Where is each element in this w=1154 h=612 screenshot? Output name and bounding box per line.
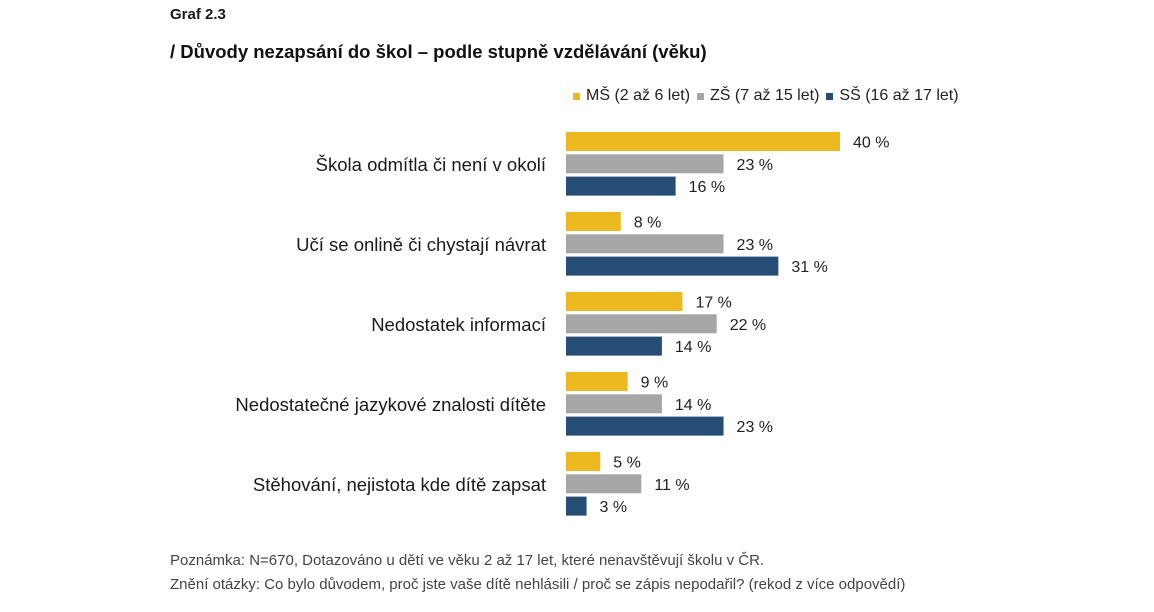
legend-label-zs: ZŠ (7 až 15 let) [710, 87, 820, 104]
category-label: Nedostatek informací [371, 314, 547, 335]
bar [566, 336, 662, 356]
bar [566, 234, 724, 254]
category-label: Nedostatečné jazykové znalosti dítěte [235, 394, 546, 415]
data-label: 3 % [600, 499, 628, 516]
data-label: 23 % [737, 419, 773, 436]
data-label: 40 % [853, 135, 889, 152]
legend-swatch-ms [573, 92, 580, 100]
bar [566, 292, 683, 311]
legend: MŠ (2 až 6 let) ZŠ (7 až 15 let) SŠ (16 … [573, 87, 959, 105]
note-sample: Poznámka: N=670, Dotazováno u dětí ve vě… [170, 552, 765, 569]
data-label: 14 % [675, 339, 711, 356]
category-label: Učí se onlině či chystají návrat [296, 234, 546, 255]
bar [566, 452, 601, 471]
bar [566, 496, 587, 516]
legend-label-ms: MŠ (2 až 6 let) [586, 87, 691, 104]
bar [566, 372, 628, 391]
bar-chart: Škola odmítla či není v okolí 40 % 23 % 16 … [235, 132, 889, 516]
bar [566, 154, 724, 174]
chart-title: / Důvody nezapsání do škol – podle stupn… [170, 41, 707, 62]
bar [566, 314, 717, 334]
data-label: 8 % [634, 215, 662, 232]
data-label: 14 % [675, 397, 711, 414]
bar [566, 256, 779, 276]
bar [566, 474, 642, 494]
data-label: 11 % [654, 477, 689, 494]
bar [566, 212, 621, 231]
legend-item-ms: MŠ (2 až 6 let) [573, 87, 690, 105]
data-label: 5 % [613, 455, 641, 472]
figure-number: Graf 2.3 [170, 6, 226, 23]
data-label: 17 % [695, 295, 731, 312]
data-label: 23 % [737, 237, 773, 254]
bar [566, 132, 840, 151]
legend-label-ss: SŠ (16 až 17 let) [839, 87, 959, 104]
legend-swatch-zs [697, 92, 705, 100]
data-label: 23 % [737, 157, 773, 174]
bar [566, 176, 676, 196]
legend-item-zs: ZŠ (7 až 15 let) [697, 87, 819, 105]
bar [566, 394, 662, 414]
data-label: 31 % [791, 259, 827, 276]
legend-item-ss: SŠ (16 až 17 let) [826, 87, 959, 105]
legend-swatch-ss [826, 92, 834, 100]
bar [566, 416, 724, 436]
note-question: Znění otázky: Co bylo důvodem, proč jste… [170, 576, 906, 593]
category-label: Škola odmítla či není v okolí [316, 154, 547, 175]
data-label: 16 % [689, 179, 725, 196]
category-label: Stěhování, nejistota kde dítě zapsat [253, 474, 546, 495]
data-label: 22 % [730, 317, 766, 334]
data-label: 9 % [641, 375, 669, 392]
